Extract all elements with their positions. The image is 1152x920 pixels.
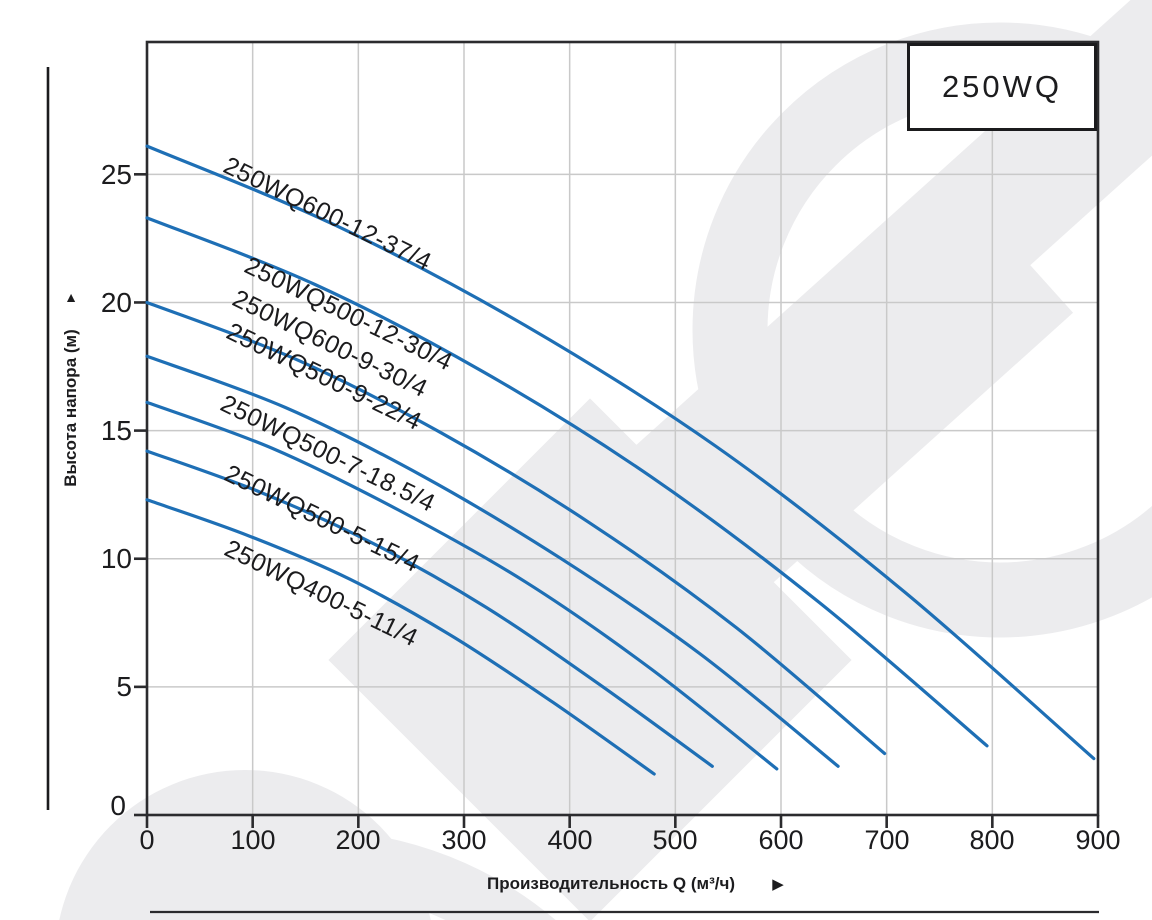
x-tick-label: 800 [969, 825, 1015, 855]
pump-curve [145, 216, 989, 748]
pump-curve [145, 144, 1096, 761]
x-tick-label: 300 [441, 825, 487, 855]
y-tick-label: 0 [110, 790, 126, 821]
pump-curve [145, 498, 656, 776]
x-tick-label: 400 [547, 825, 593, 855]
y-tick-label: 20 [100, 287, 132, 318]
axis-ticks [134, 173, 1100, 828]
x-tick-label: 600 [758, 825, 804, 855]
x-tick-label: 0 [139, 825, 155, 855]
right-arrow-icon: ▶ [772, 876, 784, 893]
x-tick-label: 700 [864, 825, 910, 855]
gridlines [147, 42, 1098, 815]
series-legend-box: 250WQ [907, 43, 1097, 131]
y-tick-label: 25 [100, 159, 132, 190]
x-tick-label: 200 [335, 825, 381, 855]
pump-curve [145, 300, 887, 756]
pump-curve [145, 449, 714, 768]
y-axis-title: Высота напора (м) [61, 329, 80, 487]
x-axis-title: Производительность Q (м³/ч) [486, 874, 736, 893]
y-tick-label: 5 [116, 671, 132, 702]
x-tick-label: 100 [230, 825, 276, 855]
pump-curves [145, 144, 1096, 776]
pump-curve [145, 400, 779, 771]
x-tick-label: 500 [652, 825, 698, 855]
up-arrow-icon: ▲ [64, 289, 78, 305]
x-tick-label: 900 [1075, 825, 1121, 855]
y-tick-label: 10 [100, 543, 132, 574]
plot-frame [145, 40, 1100, 817]
pump-curve [145, 354, 840, 768]
y-tick-label: 15 [100, 415, 132, 446]
